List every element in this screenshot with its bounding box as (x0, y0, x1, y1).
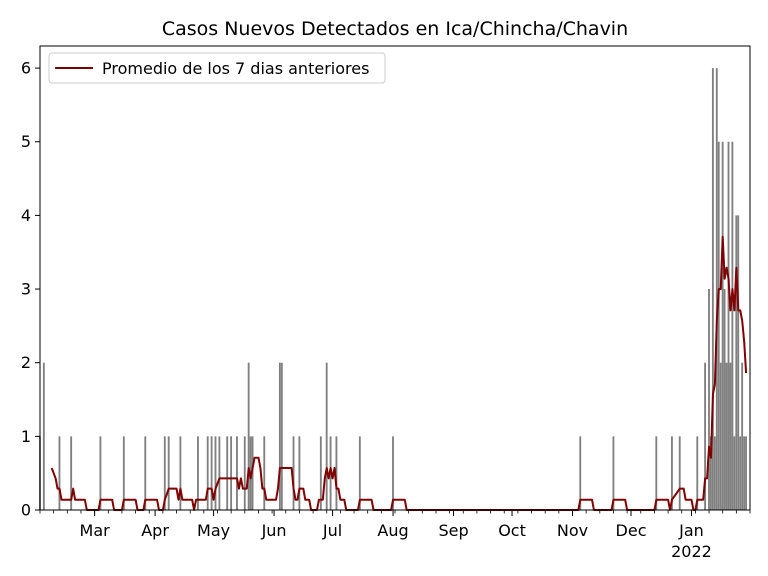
bar (735, 215, 738, 510)
bar (358, 436, 361, 510)
bar (729, 362, 732, 510)
legend-box (48, 52, 386, 84)
bar (325, 362, 328, 510)
bar (122, 436, 125, 510)
y-tick-label: 3 (21, 280, 31, 299)
bar (210, 436, 213, 510)
bar (292, 436, 295, 510)
x-tick-label: Aug (377, 521, 408, 540)
x-tick-label: Dec (616, 521, 647, 540)
bar (612, 436, 615, 510)
bar (263, 436, 266, 510)
plot-frame (39, 45, 751, 511)
bar (298, 436, 301, 510)
bar (713, 436, 716, 510)
legend: Promedio de los 7 dias anteriores (48, 52, 386, 84)
axes-layer: 0 1 2 3 4 5 6 Mar Apr May Jun Jul Aug Sep Oct Nov Dec Jan… (21, 59, 751, 561)
y-tick-label: 0 (21, 501, 31, 520)
bar (197, 436, 199, 510)
bar (226, 436, 229, 510)
bar (214, 436, 217, 510)
x-tick-label: Mar (80, 521, 111, 540)
bar (717, 141, 720, 510)
bar (715, 68, 718, 510)
bar (719, 362, 722, 510)
bar (218, 436, 221, 510)
y-tick-label: 5 (21, 132, 31, 151)
bar (741, 362, 744, 510)
bar (335, 436, 338, 510)
bar (739, 436, 742, 510)
legend-label: Promedio de los 7 dias anteriores (102, 59, 369, 78)
bar (737, 215, 740, 510)
x-tick-sublabel: 2022 (671, 542, 712, 561)
bar (236, 436, 238, 510)
bar (230, 436, 233, 510)
bar (179, 436, 182, 510)
bar (243, 436, 246, 510)
bar (721, 141, 724, 510)
x-tick-label: Jun (261, 521, 287, 540)
bar (704, 362, 707, 510)
x-tick-label: Jan (678, 521, 704, 540)
bar (163, 436, 166, 510)
bar (727, 141, 730, 510)
bar (710, 436, 712, 510)
y-tick-label: 1 (21, 427, 31, 446)
x-tick-label: May (197, 521, 230, 540)
bar (319, 436, 322, 510)
bar (167, 436, 170, 510)
bar (678, 436, 681, 510)
bar (743, 436, 746, 510)
bar (655, 436, 658, 510)
bar (70, 436, 73, 510)
bar (206, 436, 209, 510)
bar (280, 362, 283, 510)
x-tick-label: Apr (141, 521, 169, 540)
y-tick-label: 4 (21, 206, 31, 225)
bars-layer (39, 68, 747, 510)
bar (42, 362, 45, 510)
bar (711, 68, 714, 510)
y-tick-label: 2 (21, 353, 31, 372)
bar (144, 436, 147, 510)
bar (247, 362, 250, 510)
bar (723, 289, 726, 510)
bar (392, 436, 394, 510)
x-tick-label: Nov (557, 521, 588, 540)
bar (733, 436, 736, 510)
bar (725, 362, 728, 510)
x-tick-label: Sep (438, 521, 468, 540)
x-tick-label: Jul (322, 521, 342, 540)
bar (58, 436, 61, 510)
bar (671, 436, 673, 510)
x-tick-label: Oct (498, 521, 526, 540)
chart-title: Casos Nuevos Detectados en Ica/Chincha/C… (162, 18, 628, 40)
y-tick-label: 6 (21, 59, 31, 78)
bar (278, 362, 281, 510)
bar (708, 289, 710, 510)
bar (99, 436, 102, 510)
bar (579, 436, 582, 510)
bar (696, 436, 699, 510)
bar (731, 141, 734, 510)
bar (745, 436, 747, 510)
